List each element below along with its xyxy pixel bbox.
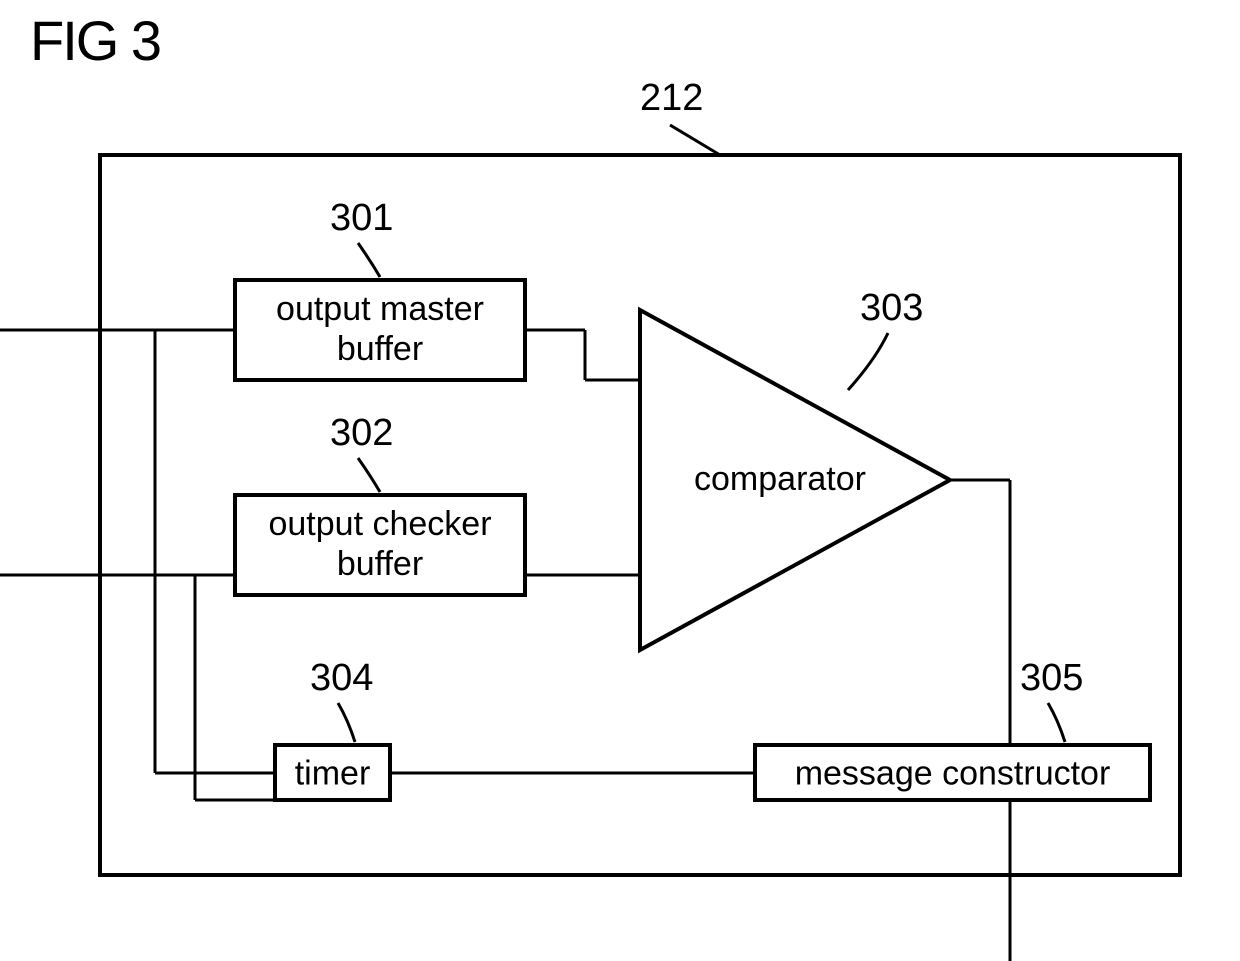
ref-304: 304 [310,657,373,699]
ref-301: 301 [330,197,393,239]
ref-212: 212 [640,77,703,119]
output-checker-buffer-label-1: output checker [268,505,491,543]
leader-302 [358,458,380,492]
figure-title: FIG 3 [30,9,160,72]
leader-303 [848,333,888,390]
output-master-buffer-label-2: buffer [337,330,423,368]
leader-304 [338,703,355,742]
ref-303: 303 [860,287,923,329]
leader-301 [358,243,380,277]
ref-302: 302 [330,412,393,454]
ref-305: 305 [1020,657,1083,699]
output-master-buffer-label-1: output master [276,290,484,328]
output-checker-buffer-label-2: buffer [337,545,423,583]
timer-label: timer [295,755,371,793]
leader-212 [670,125,720,155]
message-constructor-label: message constructor [795,755,1111,793]
comparator-label: comparator [694,460,866,498]
leader-305 [1048,703,1065,742]
